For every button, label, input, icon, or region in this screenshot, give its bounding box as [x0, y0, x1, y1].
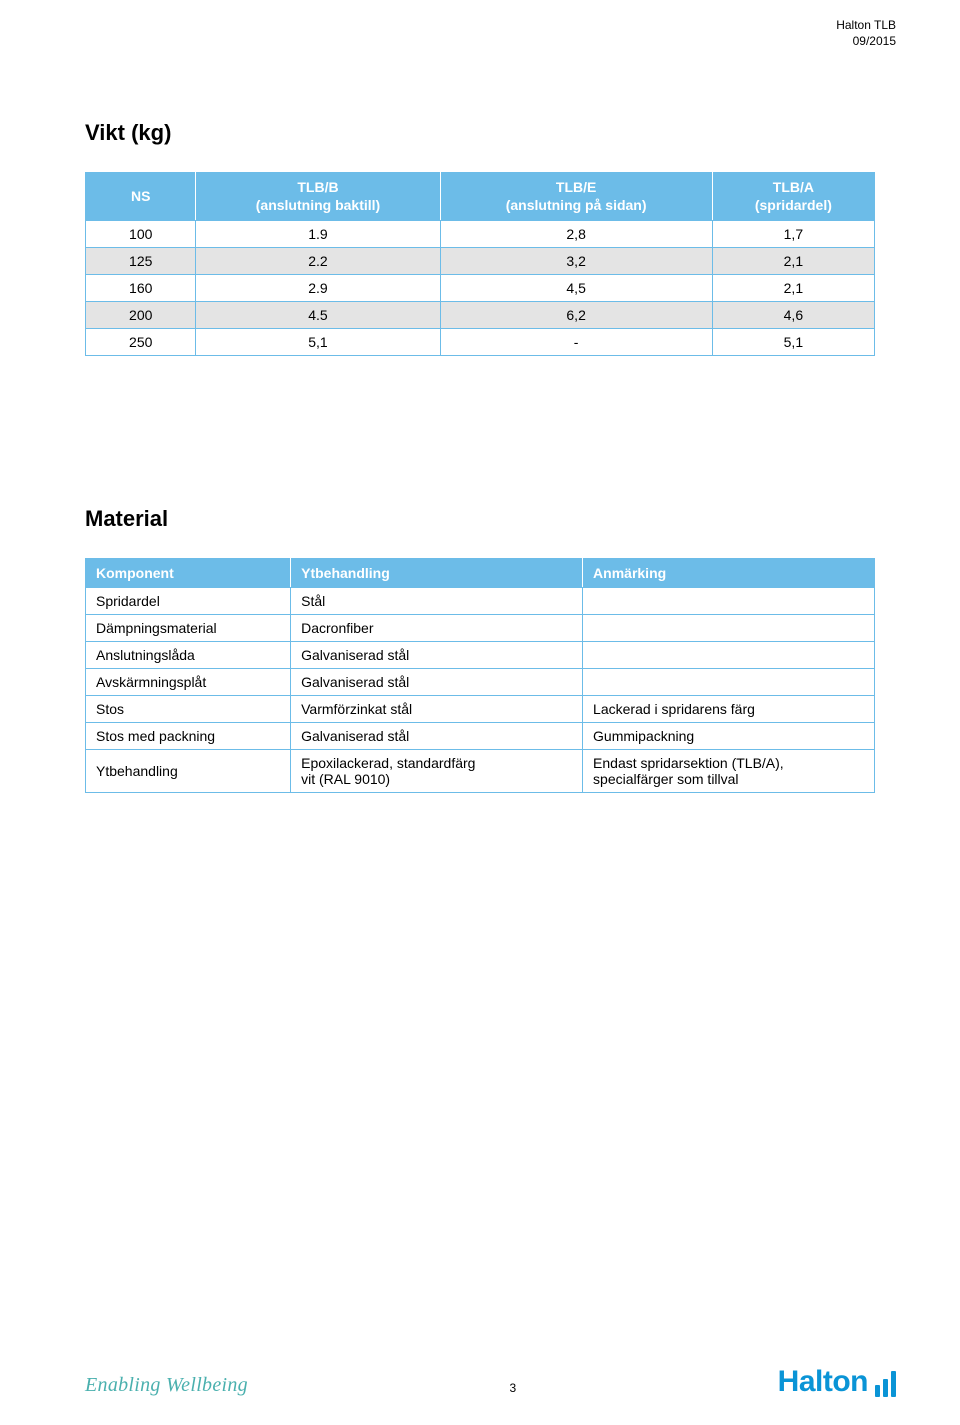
table-cell: 2,8	[440, 221, 712, 248]
table-row: YtbehandlingEpoxilackerad, standardfärgv…	[86, 750, 875, 793]
header-product: Halton TLB	[836, 18, 896, 34]
column-header: TLB/A(spridardel)	[712, 173, 874, 221]
table-cell: 160	[86, 275, 196, 302]
table-cell: 250	[86, 329, 196, 356]
table-cell: Ytbehandling	[86, 750, 291, 793]
table-cell	[583, 669, 875, 696]
logo-text: Halton	[778, 1367, 868, 1397]
table-cell: Galvaniserad stål	[291, 642, 583, 669]
column-header: NS	[86, 173, 196, 221]
table-row: DämpningsmaterialDacronfiber	[86, 615, 875, 642]
logo-bars-icon	[872, 1369, 896, 1397]
table-cell: 2,1	[712, 275, 874, 302]
column-header: Anmärking	[583, 559, 875, 588]
header-date: 09/2015	[836, 34, 896, 50]
table-row: AnslutningslådaGalvaniserad stål	[86, 642, 875, 669]
column-header: TLB/B(anslutning baktill)	[196, 173, 440, 221]
table-row: 1602.94,52,1	[86, 275, 875, 302]
table-cell: 6,2	[440, 302, 712, 329]
table-cell: Galvaniserad stål	[291, 669, 583, 696]
table-cell: Stos med packning	[86, 723, 291, 750]
table-row: Stos med packningGalvaniserad stålGummip…	[86, 723, 875, 750]
table-cell: 2.9	[196, 275, 440, 302]
section1-title: Vikt (kg)	[85, 120, 875, 146]
table-cell: 3,2	[440, 248, 712, 275]
table-row: SpridardelStål	[86, 588, 875, 615]
header-meta: Halton TLB 09/2015	[836, 18, 896, 49]
table-cell: Endast spridarsektion (TLB/A),specialfär…	[583, 750, 875, 793]
table-cell: 125	[86, 248, 196, 275]
logo-bar	[875, 1385, 880, 1397]
section2-title: Material	[85, 506, 875, 532]
table-cell: -	[440, 329, 712, 356]
logo-bar	[891, 1371, 896, 1397]
footer-tagline: Enabling Wellbeing	[85, 1374, 248, 1397]
table-cell	[583, 588, 875, 615]
table-cell: 2,1	[712, 248, 874, 275]
table-cell: Galvaniserad stål	[291, 723, 583, 750]
table-cell: Stos	[86, 696, 291, 723]
table-row: 2004.56,24,6	[86, 302, 875, 329]
table-cell: Spridardel	[86, 588, 291, 615]
table-cell: 5,1	[712, 329, 874, 356]
table-cell: 1.9	[196, 221, 440, 248]
table-cell: 4,6	[712, 302, 874, 329]
material-table: KomponentYtbehandlingAnmärking Spridarde…	[85, 558, 875, 793]
column-header: TLB/E(anslutning på sidan)	[440, 173, 712, 221]
table-cell: Epoxilackerad, standardfärgvit (RAL 9010…	[291, 750, 583, 793]
table-cell: Avskärmningsplåt	[86, 669, 291, 696]
table-cell: 4.5	[196, 302, 440, 329]
table-cell: Stål	[291, 588, 583, 615]
table-cell: Dacronfiber	[291, 615, 583, 642]
table-cell: Anslutningslåda	[86, 642, 291, 669]
table-cell: 4,5	[440, 275, 712, 302]
table-cell	[583, 642, 875, 669]
logo-bar	[883, 1379, 888, 1397]
table-cell: Dämpningsmaterial	[86, 615, 291, 642]
weight-table: NSTLB/B(anslutning baktill)TLB/E(anslutn…	[85, 172, 875, 356]
table-cell: 5,1	[196, 329, 440, 356]
table-cell: Gummipackning	[583, 723, 875, 750]
table-row: StosVarmförzinkat stålLackerad i spridar…	[86, 696, 875, 723]
table-row: 1252.23,22,1	[86, 248, 875, 275]
table-cell: Lackerad i spridarens färg	[583, 696, 875, 723]
column-header: Komponent	[86, 559, 291, 588]
table-cell	[583, 615, 875, 642]
halton-logo: Halton	[778, 1367, 896, 1397]
table-cell: 1,7	[712, 221, 874, 248]
table-cell: 200	[86, 302, 196, 329]
table-cell: Varmförzinkat stål	[291, 696, 583, 723]
page-footer: Enabling Wellbeing 3 Halton	[0, 1367, 960, 1397]
table-cell: 100	[86, 221, 196, 248]
table-row: 2505,1-5,1	[86, 329, 875, 356]
table-header-row: NSTLB/B(anslutning baktill)TLB/E(anslutn…	[86, 173, 875, 221]
table-cell: 2.2	[196, 248, 440, 275]
table-row: 1001.92,81,7	[86, 221, 875, 248]
table-row: AvskärmningsplåtGalvaniserad stål	[86, 669, 875, 696]
table-header-row: KomponentYtbehandlingAnmärking	[86, 559, 875, 588]
page-number: 3	[509, 1381, 516, 1395]
column-header: Ytbehandling	[291, 559, 583, 588]
